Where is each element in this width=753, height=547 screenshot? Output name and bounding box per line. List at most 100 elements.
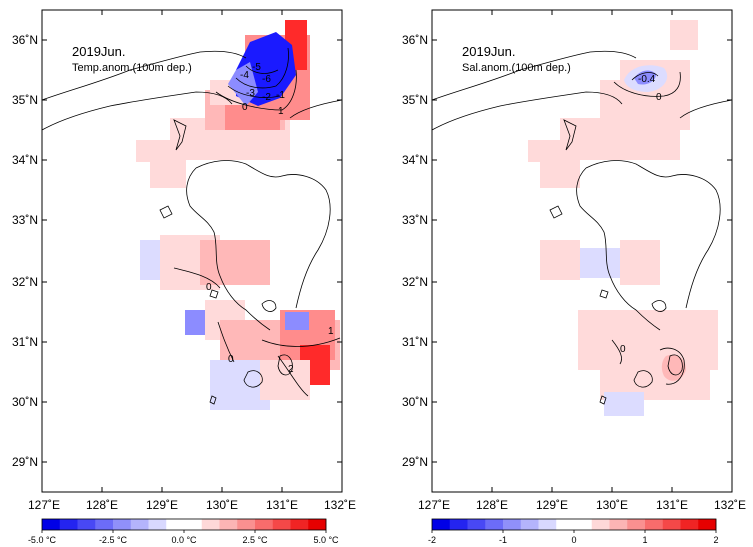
colorbar-swatch bbox=[698, 519, 717, 530]
salinity-contours bbox=[611, 71, 685, 385]
colorbar-swatch bbox=[219, 519, 238, 530]
colorbar-label: -1 bbox=[499, 535, 507, 545]
colorbar-swatch bbox=[201, 519, 220, 530]
contour-label: -4 bbox=[240, 70, 249, 81]
panel-title: 2019Jun. bbox=[462, 44, 516, 59]
colorbar-swatch bbox=[520, 519, 539, 530]
colorbar-swatch bbox=[574, 519, 593, 530]
colorbar-label: 0 bbox=[571, 535, 576, 545]
contour-label: -1 bbox=[276, 90, 285, 101]
coastline bbox=[431, 50, 733, 405]
longitude-tick-label: 132˚E bbox=[714, 498, 746, 512]
longitude-tick-label: 127˚E bbox=[28, 498, 60, 512]
colorbar-swatch bbox=[556, 519, 575, 530]
longitude-tick-label: 131˚E bbox=[656, 498, 688, 512]
colorbar-swatch bbox=[538, 519, 557, 530]
colorbar-swatch bbox=[166, 519, 185, 530]
colorbar-swatch bbox=[42, 519, 61, 530]
colorbar-label: 2.5 °C bbox=[242, 535, 268, 545]
latitude-tick-label: 30˚N bbox=[12, 395, 38, 409]
latitude-tick-label: 35˚N bbox=[12, 93, 38, 107]
contour-label: 0 bbox=[242, 102, 248, 113]
latitude-tick-label: 34˚N bbox=[402, 153, 428, 167]
longitude-tick-label: 128˚E bbox=[476, 498, 508, 512]
temperature-contours bbox=[173, 47, 341, 397]
contour-label: 0 bbox=[228, 354, 234, 365]
latitude-tick-label: 32˚N bbox=[402, 275, 428, 289]
longitude-tick-label: 127˚E bbox=[418, 498, 450, 512]
latitude-tick-label: 31˚N bbox=[402, 335, 428, 349]
latitude-tick-label: 31˚N bbox=[12, 335, 38, 349]
panel-title: 2019Jun. bbox=[72, 44, 126, 59]
map-frame bbox=[41, 9, 343, 493]
contour-label: -0.4 bbox=[638, 74, 656, 85]
colorbar-swatch bbox=[627, 519, 646, 530]
colorbar-swatch bbox=[59, 519, 78, 530]
map-axes: 36˚N 35˚N 34˚N 33˚N 32˚N 31˚N 30˚N 29˚N 127˚E 128… bbox=[12, 10, 746, 512]
latitude-tick-label: 29˚N bbox=[12, 455, 38, 469]
colorbar-label: -2 bbox=[428, 535, 436, 545]
temperature-map-panel bbox=[41, 9, 343, 493]
contour-label: 0 bbox=[656, 92, 662, 103]
colorbar-swatch bbox=[467, 519, 486, 530]
longitude-tick-label: 131˚E bbox=[266, 498, 298, 512]
salinity-anomaly-field bbox=[528, 20, 718, 416]
colorbar-swatch bbox=[449, 519, 468, 530]
colorbar-swatch bbox=[237, 519, 256, 530]
colorbar: -2 -1 0 1 2 bbox=[428, 518, 719, 545]
colorbar-swatch bbox=[680, 519, 699, 530]
colorbar-swatch bbox=[609, 519, 628, 530]
longitude-tick-label: 130˚E bbox=[206, 498, 238, 512]
colorbar-swatch bbox=[255, 519, 274, 530]
colorbar-swatch bbox=[662, 519, 681, 530]
colorbar-swatch bbox=[485, 519, 504, 530]
colorbar-swatch bbox=[308, 519, 327, 530]
colorbar-swatch bbox=[113, 519, 132, 530]
colorbar-swatch bbox=[272, 519, 291, 530]
colorbar-swatch bbox=[591, 519, 610, 530]
map-frame bbox=[431, 9, 733, 493]
longitude-tick-label: 128˚E bbox=[86, 498, 118, 512]
contour-label: 0 bbox=[206, 282, 212, 293]
colorbar-swatch bbox=[95, 519, 114, 530]
colorbar-swatch bbox=[290, 519, 309, 530]
colorbar-label: 2 bbox=[713, 535, 718, 545]
colorbar-swatch bbox=[503, 519, 522, 530]
colorbars: -5.0 °C -2.5 °C 0.0 °C 2.5 °C 5.0 °C -2 -1 0 1 2 bbox=[28, 518, 719, 545]
longitude-tick-label: 129˚E bbox=[146, 498, 178, 512]
contour-label: 0 bbox=[620, 344, 626, 355]
latitude-tick-label: 35˚N bbox=[402, 93, 428, 107]
latitude-tick-label: 34˚N bbox=[12, 153, 38, 167]
colorbar-swatch bbox=[645, 519, 664, 530]
panel-subtitle: Temp.anom.(100m dep.) bbox=[72, 62, 192, 74]
colorbar-label: 5.0 °C bbox=[313, 535, 339, 545]
colorbar-swatch bbox=[148, 519, 167, 530]
colorbar-swatch bbox=[130, 519, 149, 530]
longitude-tick-label: 129˚E bbox=[536, 498, 568, 512]
contour-label: -2 bbox=[262, 92, 271, 103]
contour-label: -3 bbox=[246, 88, 255, 99]
latitude-tick-label: 30˚N bbox=[402, 395, 428, 409]
colorbar-label: 1 bbox=[642, 535, 647, 545]
contour-label: 1 bbox=[278, 106, 284, 117]
contour-label: -6 bbox=[262, 74, 271, 85]
contour-label: 2 bbox=[288, 364, 294, 375]
contour-label: 1 bbox=[328, 326, 334, 337]
latitude-tick-label: 36˚N bbox=[12, 33, 38, 47]
latitude-tick-label: 29˚N bbox=[402, 455, 428, 469]
latitude-tick-label: 32˚N bbox=[12, 275, 38, 289]
colorbar-label: -5.0 °C bbox=[28, 535, 57, 545]
panel-subtitle: Sal.anom.(100m dep.) bbox=[462, 62, 571, 74]
contour-label: -5 bbox=[252, 62, 261, 73]
colorbar-swatch bbox=[432, 519, 451, 530]
colorbar-swatch bbox=[77, 519, 96, 530]
salinity-map-panel bbox=[431, 9, 733, 493]
latitude-tick-label: 33˚N bbox=[12, 213, 38, 227]
latitude-tick-label: 33˚N bbox=[402, 213, 428, 227]
longitude-tick-label: 132˚E bbox=[324, 498, 356, 512]
longitude-tick-label: 130˚E bbox=[596, 498, 628, 512]
colorbar-label: -2.5 °C bbox=[99, 535, 128, 545]
coastline bbox=[41, 50, 343, 405]
